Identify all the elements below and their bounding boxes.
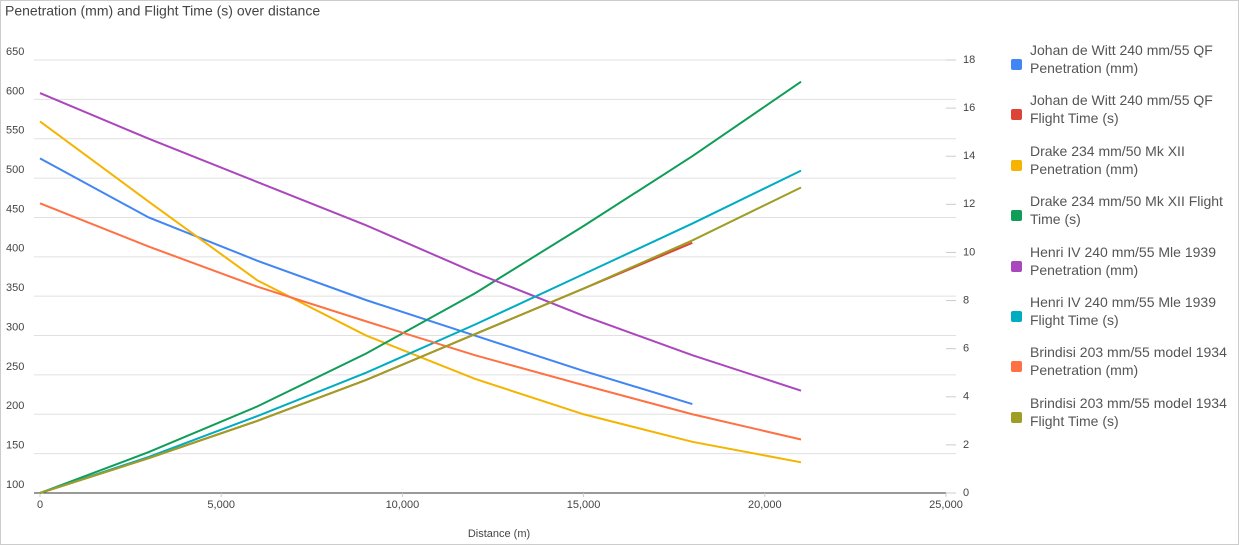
y2-tick-label: 6 xyxy=(963,343,969,355)
legend-swatch xyxy=(1011,310,1022,322)
x-tick-label: 5,000 xyxy=(207,499,235,511)
series-line xyxy=(39,92,802,392)
legend-item: Drake 234 mm/50 Mk XII Penetration (mm) xyxy=(1011,142,1237,192)
legend-label: Drake 234 mm/50 Mk XII Flight Time (s) xyxy=(1030,193,1223,228)
legend-item: Brindisi 203 mm/55 model 1934 Flight Tim… xyxy=(1011,394,1237,444)
y2-tick-label: 4 xyxy=(963,391,969,403)
legend-swatch xyxy=(1011,59,1022,70)
series-line xyxy=(39,202,802,441)
y2-tick-label: 12 xyxy=(963,198,975,210)
legend: Johan de Witt 240 mm/55 QF Penetration (… xyxy=(1011,41,1237,444)
legend-label: Drake 234 mm/50 Mk XII Penetration (mm) xyxy=(1030,142,1185,177)
legend-label: Brindisi 203 mm/55 model 1934 Flight Tim… xyxy=(1030,394,1227,429)
y2-tick-label: 8 xyxy=(963,294,969,306)
y-tick-label: 600 xyxy=(6,85,24,97)
legend-swatch xyxy=(1011,411,1022,423)
legend-swatch xyxy=(1011,109,1022,121)
x-tick-label: 15,000 xyxy=(567,499,601,511)
series-line xyxy=(39,169,802,494)
legend-item: Johan de Witt 240 mm/55 QF Penetration (… xyxy=(1011,41,1237,91)
y2-tick-label: 0 xyxy=(963,487,969,499)
y2-tick-label: 16 xyxy=(963,102,975,114)
x-tick-label: 10,000 xyxy=(386,499,420,511)
legend-item: Henri IV 240 mm/55 Mle 1939 Penetration … xyxy=(1011,243,1237,293)
x-tick-label: 25,000 xyxy=(929,499,963,511)
series-line xyxy=(39,80,802,494)
y2-tick-label: 18 xyxy=(963,54,975,66)
legend-item: Henri IV 240 mm/55 Mle 1939 Flight Time … xyxy=(1011,293,1237,343)
legend-label: Henri IV 240 mm/55 Mle 1939 Penetration … xyxy=(1030,243,1216,278)
legend-swatch xyxy=(1011,210,1022,222)
y-tick-label: 200 xyxy=(6,400,24,412)
y2-tick-label: 10 xyxy=(963,246,975,258)
legend-label: Johan de Witt 240 mm/55 QF Penetration (… xyxy=(1030,42,1213,76)
y-tick-label: 350 xyxy=(6,282,24,294)
y-tick-label: 550 xyxy=(6,125,24,137)
y-tick-label: 650 xyxy=(6,46,24,58)
x-tick-label: 0 xyxy=(37,499,43,511)
legend-label: Brindisi 203 mm/55 model 1934 Penetratio… xyxy=(1030,344,1227,379)
legend-item: Drake 234 mm/50 Mk XII Flight Time (s) xyxy=(1011,192,1237,242)
series-line xyxy=(39,186,802,494)
legend-item: Brindisi 203 mm/55 model 1934 Penetratio… xyxy=(1011,343,1237,393)
y-tick-label: 400 xyxy=(6,243,24,255)
legend-swatch xyxy=(1011,159,1022,171)
chart-title: Penetration (mm) and Flight Time (s) ove… xyxy=(5,3,320,19)
series-line xyxy=(39,157,693,405)
y-tick-label: 500 xyxy=(6,164,24,176)
y-tick-label: 150 xyxy=(6,440,24,452)
legend-label: Henri IV 240 mm/55 Mle 1939 Flight Time … xyxy=(1030,293,1216,328)
y-tick-label: 450 xyxy=(6,203,24,215)
y2-tick-label: 2 xyxy=(963,439,969,451)
x-tick-label: 20,000 xyxy=(748,499,782,511)
y-tick-label: 100 xyxy=(6,479,24,491)
legend-swatch xyxy=(1011,361,1022,373)
x-axis-label: Distance (m) xyxy=(468,528,530,540)
legend-swatch xyxy=(1011,260,1022,272)
y-tick-label: 250 xyxy=(6,361,24,373)
series-line xyxy=(39,120,802,464)
y-tick-label: 300 xyxy=(6,321,24,333)
legend-label: Johan de Witt 240 mm/55 QF Flight Time (… xyxy=(1030,92,1213,127)
y2-tick-label: 14 xyxy=(963,150,975,162)
legend-item: Johan de Witt 240 mm/55 QF Flight Time (… xyxy=(1011,91,1237,141)
